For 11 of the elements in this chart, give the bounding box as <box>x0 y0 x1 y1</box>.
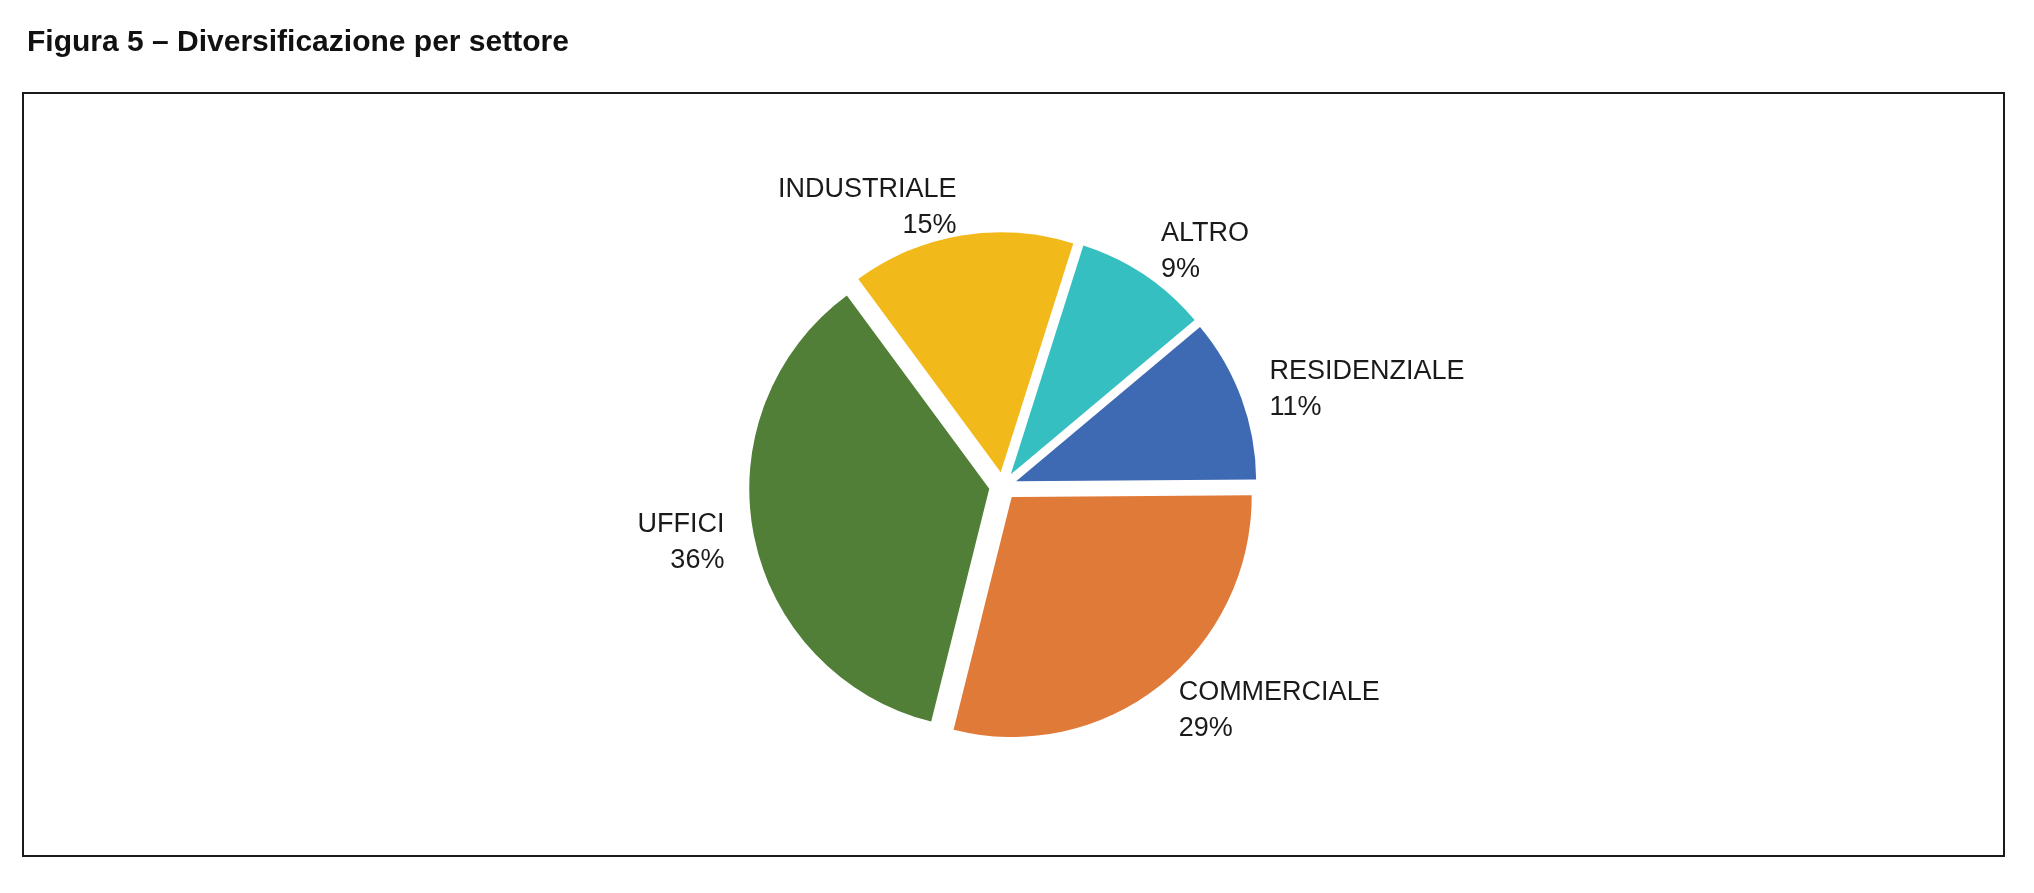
data-label: 15% <box>902 208 957 239</box>
data-label: 36% <box>670 544 725 575</box>
data-label: 29% <box>1178 712 1233 743</box>
text: Figura 5 – Diversificazione per settore <box>27 23 569 57</box>
slice-label: RESIDENZIALE <box>1269 354 1465 385</box>
slice-label: INDUSTRIALE <box>778 172 957 203</box>
data-label: 9% <box>1160 253 1201 283</box>
slice-label: ALTRO <box>1160 217 1249 247</box>
slice-label: UFFICI <box>637 508 725 539</box>
slice-label: COMMERCIALE <box>1178 676 1380 707</box>
data-label: 11% <box>1269 390 1322 421</box>
